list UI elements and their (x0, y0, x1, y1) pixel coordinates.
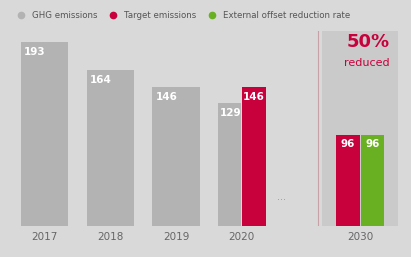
Text: 146: 146 (156, 92, 178, 102)
Bar (242, 87, 266, 226)
Text: 50%: 50% (346, 33, 390, 51)
Bar (21, 42, 68, 226)
Text: 146: 146 (243, 92, 265, 102)
Text: 129: 129 (219, 108, 241, 118)
Text: 164: 164 (90, 75, 112, 85)
Bar (360, 135, 384, 226)
Bar (152, 87, 200, 226)
Bar (336, 135, 360, 226)
Text: 193: 193 (24, 47, 46, 57)
Bar (86, 70, 134, 226)
Text: reduced: reduced (344, 58, 390, 68)
Bar (217, 103, 241, 226)
Text: 96: 96 (365, 140, 380, 150)
Bar (322, 31, 398, 226)
Text: ...: ... (277, 192, 286, 202)
Legend: GHG emissions, Target emissions, External offset reduction rate: GHG emissions, Target emissions, Externa… (9, 8, 353, 24)
Text: 96: 96 (341, 140, 355, 150)
